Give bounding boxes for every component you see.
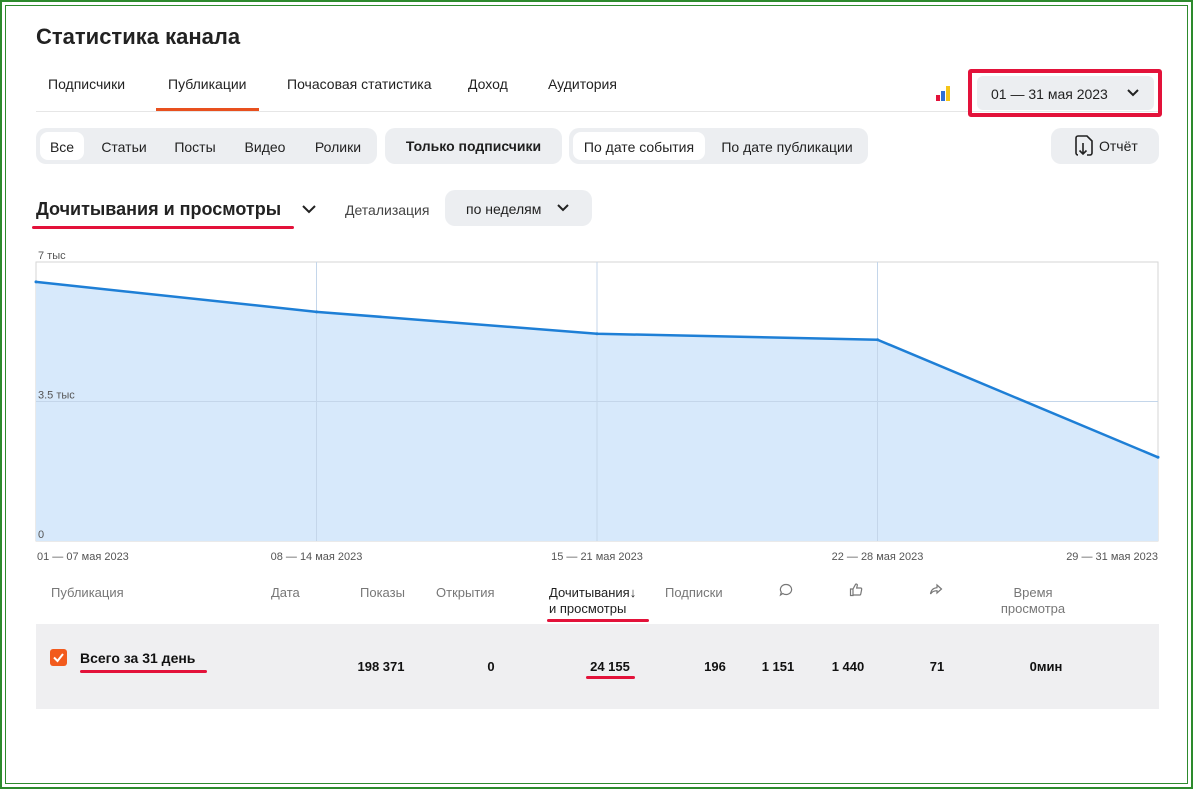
chart-data-point xyxy=(34,280,38,284)
date-range-picker[interactable]: 01 — 31 мая 2023 xyxy=(977,76,1154,110)
cell-reads: 24 155 xyxy=(590,659,630,674)
date-range-label: 01 — 31 мая 2023 xyxy=(991,86,1108,102)
col-watch-time[interactable]: Время просмотра xyxy=(998,585,1068,617)
x-tick-label: 15 — 21 мая 2023 xyxy=(551,551,643,563)
check-icon xyxy=(53,653,64,663)
col-impressions[interactable]: Показы xyxy=(360,585,405,600)
metric-highlight-underline xyxy=(32,226,294,229)
content-type-filter: Все Статьи Посты Видео Ролики xyxy=(36,128,377,164)
col-reads-highlight xyxy=(547,619,649,622)
tab-publications[interactable]: Публикации xyxy=(168,76,247,92)
chevron-down-icon xyxy=(557,204,569,212)
x-tick-label: 29 — 31 мая 2023 xyxy=(1066,551,1158,563)
cell-watch-time: 0мин xyxy=(1022,659,1070,674)
sort-arrow-icon: ↓ xyxy=(629,585,637,600)
metric-selector[interactable]: Дочитывания и просмотры xyxy=(36,199,282,219)
y-tick-label: 0 xyxy=(38,529,44,541)
by-event-date[interactable]: По дате события xyxy=(573,132,705,160)
cell-shares: 71 xyxy=(929,659,945,674)
report-button[interactable]: Отчёт xyxy=(1051,128,1159,164)
cell-impressions: 198 371 xyxy=(357,659,405,674)
document-download-icon xyxy=(1075,135,1093,156)
summary-checkbox[interactable] xyxy=(50,649,67,666)
cell-reads-highlight xyxy=(586,676,635,679)
report-label: Отчёт xyxy=(1099,138,1138,154)
col-watch-time-line2: просмотра xyxy=(1000,601,1066,616)
share-icon[interactable] xyxy=(929,583,943,597)
table-row-summary xyxy=(36,624,1159,709)
cell-opens: 0 xyxy=(487,659,495,674)
cell-subscriptions: 196 xyxy=(704,659,726,674)
page-title: Статистика канала xyxy=(36,24,241,49)
chart-data-point xyxy=(595,332,599,336)
summary-title: Всего за 31 день xyxy=(80,650,196,666)
active-tab-indicator xyxy=(156,108,259,111)
inner-frame xyxy=(5,5,1188,784)
filter-shorts[interactable]: Ролики xyxy=(314,139,362,155)
y-tick-label: 3.5 тыс xyxy=(38,390,75,402)
x-tick-label: 01 — 07 мая 2023 xyxy=(37,551,129,563)
chart-data-point xyxy=(876,338,879,342)
date-picker-highlight xyxy=(968,69,1162,117)
tab-income[interactable]: Доход xyxy=(468,76,508,92)
like-icon[interactable] xyxy=(849,583,863,597)
chevron-down-icon[interactable] xyxy=(301,201,317,217)
summary-title-highlight xyxy=(80,670,207,673)
subscribers-only-toggle[interactable]: Только подписчики xyxy=(385,128,562,164)
filter-videos[interactable]: Видео xyxy=(244,139,286,155)
tab-bar: Подписчики Публикации Почасовая статисти… xyxy=(36,62,1158,112)
filter-articles[interactable]: Статьи xyxy=(101,139,147,155)
detail-select-value: по неделям xyxy=(466,201,542,217)
detail-select[interactable]: по неделям xyxy=(445,190,592,226)
x-tick-label: 22 — 28 мая 2023 xyxy=(832,551,924,563)
filter-all[interactable]: Все xyxy=(40,132,84,160)
tab-subscribers[interactable]: Подписчики xyxy=(48,76,126,92)
col-publication[interactable]: Публикация xyxy=(51,585,124,600)
tab-audience[interactable]: Аудитория xyxy=(548,76,617,92)
tab-hourly-stats[interactable]: Почасовая статистика xyxy=(287,76,432,92)
cell-watch-time-unit: мин xyxy=(1036,659,1063,674)
col-reads-line2: и просмотры xyxy=(549,601,627,616)
chart-data-point xyxy=(1156,455,1160,459)
cell-comments: 1 151 xyxy=(761,659,795,674)
col-reads[interactable]: Дочитывания↓ и просмотры xyxy=(549,585,636,617)
comment-icon[interactable] xyxy=(779,583,793,597)
chevron-down-icon xyxy=(1127,89,1139,97)
col-reads-line1: Дочитывания xyxy=(549,585,630,600)
filter-posts[interactable]: Посты xyxy=(174,139,216,155)
x-tick-label: 08 — 14 мая 2023 xyxy=(271,551,363,563)
col-date[interactable]: Дата xyxy=(271,585,300,600)
cell-watch-time-value: 0 xyxy=(1029,659,1037,674)
by-publication-date[interactable]: По дате публикации xyxy=(721,139,853,155)
col-watch-time-line1: Время xyxy=(1013,585,1053,600)
chart-data-point xyxy=(315,310,318,314)
y-tick-label: 7 тыс xyxy=(38,250,66,262)
col-subscriptions[interactable]: Подписки xyxy=(665,585,723,600)
date-mode-filter: По дате события По дате публикации xyxy=(569,128,868,164)
bar-chart-icon[interactable] xyxy=(936,85,954,101)
detail-label: Детализация xyxy=(345,202,430,218)
col-opens[interactable]: Открытия xyxy=(436,585,495,600)
cell-likes: 1 440 xyxy=(831,659,865,674)
